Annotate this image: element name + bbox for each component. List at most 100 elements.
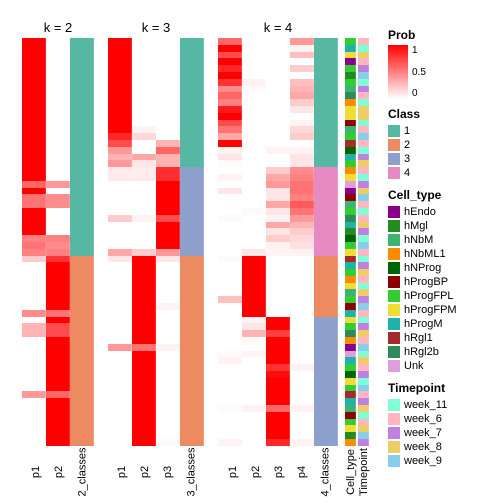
heatmap-cell [156,398,180,405]
heatmap-cell [242,120,266,127]
heatmap-cell [218,310,242,317]
class-cell [70,120,94,127]
heatmap-cell [108,398,132,405]
heatmap-cell [108,106,132,113]
heatmap-cell [242,133,266,140]
class-cell [314,296,338,303]
class-cell [70,235,94,242]
heatmap-cell [218,188,242,195]
heatmap-cell [46,174,70,181]
heatmap-cell [132,92,156,99]
heatmap-cell [290,364,314,371]
heatmap-cell [266,215,290,222]
heatmap-cell [108,419,132,426]
heatmap-cell [46,419,70,426]
heatmap-cell [156,337,180,344]
ann-cell [358,201,369,208]
class-cell [314,351,338,358]
class-cell [314,160,338,167]
heatmap-cell [266,330,290,337]
heatmap-cell [46,38,70,45]
heatmap-cell [22,344,46,351]
heatmap-cell [46,201,70,208]
heatmap-cell [290,303,314,310]
heatmap-cell [108,405,132,412]
heatmap-cell [242,364,266,371]
heatmap-cell [108,425,132,432]
heatmap-cell [108,412,132,419]
class-cell [180,201,204,208]
heatmap-cell [266,242,290,249]
heatmap-cell [22,269,46,276]
class-cell [314,133,338,140]
ann-cell [358,385,369,392]
heatmap-cell [290,317,314,324]
heatmap-cell [108,140,132,147]
class-cell [70,72,94,79]
class-cell [180,188,204,195]
heatmap-cell [218,432,242,439]
heatmap-cell [46,45,70,52]
heatmap-cell [108,330,132,337]
heatmap-cell [156,99,180,106]
ann-cell [345,289,356,296]
heatmap-cell [266,154,290,161]
heatmap-cell [132,222,156,229]
class-cell [314,215,338,222]
heatmap-cell [242,52,266,59]
heatmap-cell [22,412,46,419]
heatmap-cell [218,45,242,52]
heatmap-cell [22,283,46,290]
ann-cell [358,174,369,181]
heatmap-cell [266,120,290,127]
class-cell [180,269,204,276]
class-cell [314,391,338,398]
class-cell [180,296,204,303]
heatmap-cell [46,72,70,79]
heatmap-cell [132,412,156,419]
class-cell [314,113,338,120]
heatmap-cell [218,235,242,242]
heatmap-cell [46,337,70,344]
x-label: p4 [296,466,306,478]
heatmap-cell [156,147,180,154]
heatmap-cell [108,242,132,249]
heatmap-cell [132,174,156,181]
heatmap-cell [290,126,314,133]
heatmap-cell [108,167,132,174]
heatmap-cell [266,99,290,106]
heatmap-cell [22,296,46,303]
ann-cell [345,106,356,113]
heatmap-cell [46,330,70,337]
heatmap-cell [218,364,242,371]
heatmap-cell [242,289,266,296]
class-cell [314,147,338,154]
heatmap-cell [266,296,290,303]
heatmap-cell [156,79,180,86]
heatmap-cell [156,45,180,52]
heatmap-cell [132,106,156,113]
heatmap-cell [290,371,314,378]
heatmap-cell [156,269,180,276]
heatmap-cell [242,269,266,276]
heatmap-cell [218,126,242,133]
heatmap-cell [266,323,290,330]
heatmap-cell [242,419,266,426]
heatmap-cell [266,160,290,167]
ann-cell [358,317,369,324]
legend-Class: Class1234 [388,107,457,180]
heatmap-cell [266,201,290,208]
prob-gradient: 10.50 [388,45,408,99]
heatmap-cell [22,425,46,432]
heatmap-cell [266,310,290,317]
heatmap-cell [22,337,46,344]
ann-cell [358,398,369,405]
heatmap-cell [156,432,180,439]
class-cell [70,323,94,330]
class-cell [70,86,94,93]
heatmap-cell [22,160,46,167]
heatmap-cell [218,439,242,446]
x-label: 3_classes [186,447,196,496]
heatmap-cell [132,391,156,398]
heatmap-cell [218,147,242,154]
